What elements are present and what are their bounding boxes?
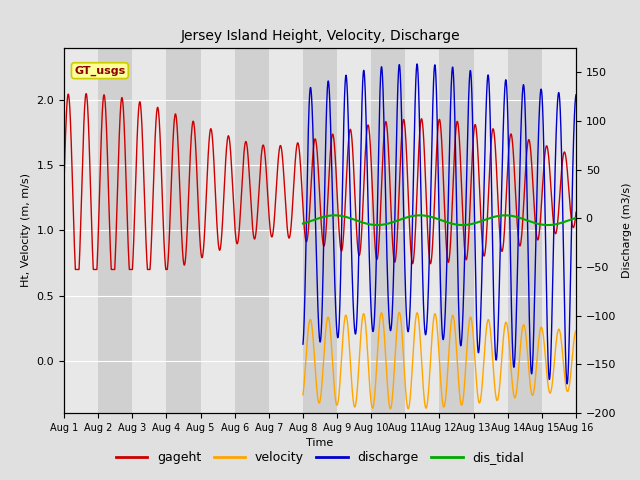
Bar — [542, 48, 576, 413]
Bar — [269, 48, 303, 413]
Bar — [235, 48, 269, 413]
Bar — [132, 48, 166, 413]
Bar — [98, 48, 132, 413]
Bar — [405, 48, 440, 413]
Bar — [303, 48, 337, 413]
Y-axis label: Discharge (m3/s): Discharge (m3/s) — [622, 183, 632, 278]
Bar — [440, 48, 474, 413]
Bar — [508, 48, 542, 413]
Y-axis label: Ht, Velocity (m, m/s): Ht, Velocity (m, m/s) — [21, 173, 31, 288]
X-axis label: Time: Time — [307, 438, 333, 448]
Bar — [474, 48, 508, 413]
Bar — [337, 48, 371, 413]
Bar — [200, 48, 235, 413]
Title: Jersey Island Height, Velocity, Discharge: Jersey Island Height, Velocity, Discharg… — [180, 29, 460, 43]
Legend: gageht, velocity, discharge, dis_tidal: gageht, velocity, discharge, dis_tidal — [111, 446, 529, 469]
Bar — [64, 48, 98, 413]
Bar — [166, 48, 200, 413]
Bar — [371, 48, 405, 413]
Text: GT_usgs: GT_usgs — [74, 66, 125, 76]
